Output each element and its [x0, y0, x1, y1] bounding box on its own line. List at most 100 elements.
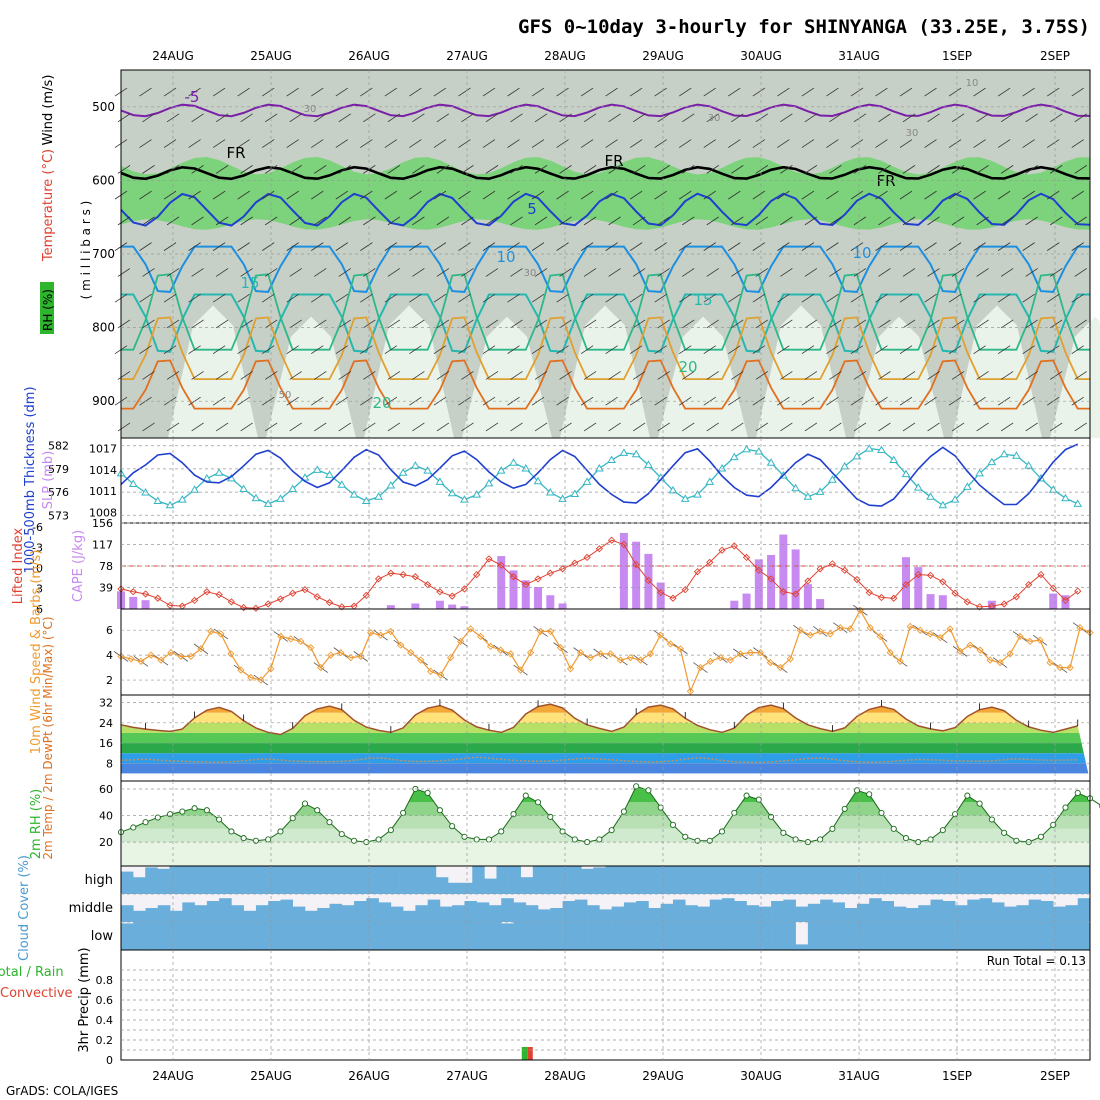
wind-barb	[583, 422, 597, 432]
wind-barb	[1049, 422, 1063, 432]
temp-contour	[120, 165, 1091, 181]
y-tick-label: 700	[92, 247, 115, 261]
cloud-cell	[844, 908, 858, 922]
wind-barb	[163, 345, 177, 355]
slp-point	[288, 484, 298, 492]
date-label-bottom: 31AUG	[838, 1069, 880, 1083]
wind-barb	[335, 396, 349, 406]
wind-barb	[335, 293, 349, 303]
wind-barb	[458, 242, 471, 251]
wind-barb	[976, 422, 989, 432]
thickness-axis-label: 1000-500mb Thickness (dm)	[23, 386, 38, 573]
wind-barb	[360, 396, 373, 406]
date-label-bottom: 28AUG	[544, 1069, 586, 1083]
wind-speed-point	[337, 648, 345, 657]
cloud-cell	[581, 868, 594, 894]
li-line	[120, 539, 1079, 609]
li-point	[681, 586, 689, 594]
cloud-cell	[230, 866, 243, 894]
y-tick-label: 600	[92, 173, 115, 187]
slp-point	[877, 445, 886, 454]
cloud-cell	[623, 902, 637, 922]
wind-barb	[608, 422, 621, 432]
slp-point	[460, 495, 469, 503]
rh-point	[645, 787, 652, 794]
wind-barb	[924, 293, 937, 303]
rh-point	[988, 816, 995, 823]
wind-barb	[507, 242, 520, 251]
wind-barb	[215, 165, 229, 174]
wind-barb	[338, 113, 352, 123]
wind-barb	[461, 422, 474, 432]
slp-point	[337, 480, 347, 488]
wind-barb	[780, 422, 793, 432]
slp-tick: 1014	[89, 464, 117, 477]
rh-band	[121, 802, 1090, 816]
wind-barb	[755, 371, 769, 380]
rh-point	[534, 799, 542, 806]
wind-barb	[289, 165, 302, 174]
wind-barb	[338, 371, 352, 380]
slp-point	[680, 494, 690, 502]
cloud-cell	[280, 899, 294, 922]
cloud-cell	[476, 922, 490, 950]
contour-label: -5	[185, 88, 200, 106]
rh-point	[191, 805, 198, 812]
wind-barb	[902, 113, 916, 123]
cloud-cell	[967, 922, 980, 950]
wind-barb	[1049, 216, 1063, 226]
wind-speed-point	[277, 632, 285, 641]
wind-barb	[951, 113, 965, 123]
temp-contour	[120, 103, 1091, 118]
wind-barb	[461, 268, 474, 277]
wind-speed-point	[736, 650, 744, 658]
cloud-cell	[795, 906, 809, 922]
wind-barb	[583, 113, 597, 123]
wind-barb	[384, 396, 398, 406]
cloud-cell	[1017, 866, 1030, 894]
wind-barb	[682, 113, 695, 123]
rh-point	[1074, 789, 1081, 797]
wind-barb	[461, 165, 474, 174]
wind-barb	[1022, 87, 1035, 97]
wind-barb	[436, 113, 450, 123]
wind-barb	[703, 242, 716, 251]
cloud-cell	[991, 922, 1005, 950]
rh-shading-light	[658, 316, 748, 438]
wind-speed-point	[516, 666, 525, 674]
cape-bar	[987, 600, 996, 609]
wind-barb	[363, 165, 376, 174]
wind-barb	[951, 422, 965, 432]
cloud-cell	[378, 902, 392, 922]
wind-barb	[679, 190, 692, 200]
wind-barb	[482, 190, 496, 200]
panel-frames	[120, 69, 1091, 1061]
wind-barb	[853, 371, 867, 380]
wind-barb	[850, 293, 864, 303]
wind-barb	[731, 268, 744, 277]
slp-point	[901, 469, 911, 478]
li-point	[1061, 596, 1070, 605]
wind-speed-point	[976, 646, 984, 654]
slp-point	[1012, 451, 1021, 459]
cloud-cell	[956, 866, 970, 894]
wind-barb	[1025, 113, 1038, 123]
temp-band	[121, 732, 1090, 744]
wind-barb	[240, 165, 253, 174]
date-label-bottom: 25AUG	[250, 1069, 292, 1083]
wind-barb	[875, 396, 888, 406]
rh-point	[633, 783, 640, 790]
cape-tick: 117	[92, 539, 113, 552]
wind-barb	[507, 190, 520, 200]
wind-barb	[240, 319, 253, 329]
contour-label: 10	[966, 78, 979, 89]
cloud-cell	[243, 910, 257, 922]
wind-speed-point	[447, 653, 455, 662]
wind-speed-point	[956, 647, 964, 656]
wind-barb	[657, 165, 670, 174]
cloud-cell	[378, 922, 392, 950]
wind-barb	[261, 345, 275, 355]
slp-point	[300, 473, 310, 481]
wind-barb	[752, 345, 766, 355]
wind-barb	[412, 113, 425, 123]
